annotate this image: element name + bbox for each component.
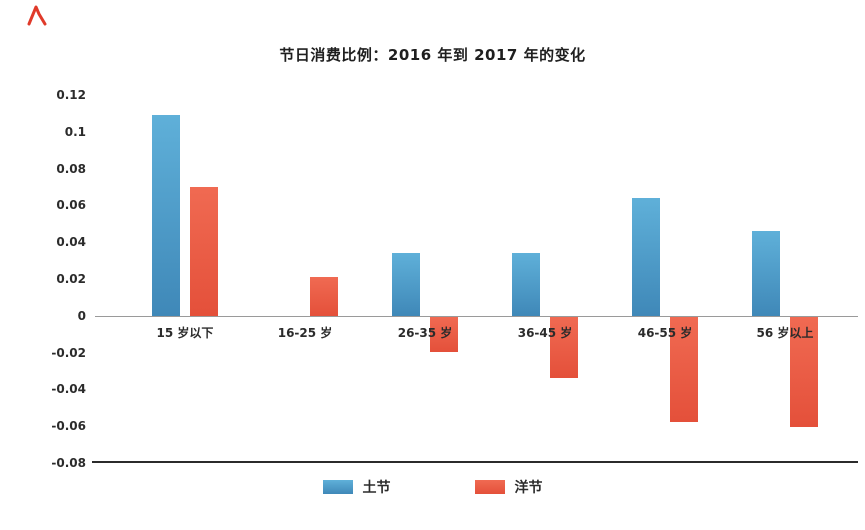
bar-洋节-56 岁以上 [790,316,818,428]
zero-axis-line [95,315,858,317]
corner-red-mark [26,4,48,28]
y-tick-label: 0.12 [56,88,86,102]
y-axis: 0.12 0.1 0.08 0.06 0.04 0.02 0 -0.02 -0.04 -0.06 -… [28,88,86,470]
bar-洋节-46-55 岁 [670,316,698,422]
x-category-label: 26-35 岁 [397,325,453,340]
legend-item-洋节: 洋节 [474,477,543,497]
legend-item-土节: 土节 [322,477,391,497]
legend-label: 洋节 [514,480,543,496]
bar-洋节-26-35 岁 [430,316,458,352]
y-tick-label: 0 [77,308,86,323]
x-category-label: 56 岁以上 [756,325,814,340]
legend-label: 土节 [362,480,391,496]
bar-土节-26-35 岁 [392,253,420,316]
bar-洋节-16-25 岁 [310,277,338,316]
y-tick-label: 0.06 [56,198,86,213]
chart-title: 节日消费比例：2016 年到 2017 年的变化 [279,46,586,64]
x-category-label: 16-25 岁 [277,325,333,340]
y-tick-label: -0.04 [51,382,86,397]
legend: 土节 洋节 [0,477,865,497]
y-tick-label: 0.02 [56,272,86,286]
y-tick-label: -0.02 [51,345,86,360]
bottom-axis-line [92,461,858,463]
corner-red-mark-stroke [27,5,47,26]
bar-土节-46-55 岁 [632,198,660,316]
y-tick-label: -0.08 [51,456,86,470]
legend-swatch [322,480,353,494]
y-tick-label: 0.1 [64,124,86,139]
y-tick-label: 0.08 [56,161,86,176]
legend-swatch [474,480,505,494]
y-tick-label: 0.04 [56,235,86,250]
bar-土节-15 岁以下 [152,115,180,316]
x-category-label: 36-45 岁 [517,325,573,340]
plot-area: 15 岁以下 16-25 岁 26-35 岁 36-45 岁 46-55 岁 56 岁以上 [92,95,858,463]
bar-土节-36-45 岁 [512,253,540,316]
bar-洋节-36-45 岁 [550,316,578,378]
x-category-label: 15 岁以下 [156,325,214,340]
bar-洋节-15 岁以下 [190,187,218,316]
x-category-label: 46-55 岁 [637,325,693,340]
y-tick-label: -0.06 [51,419,86,434]
bar-土节-56 岁以上 [752,231,780,316]
